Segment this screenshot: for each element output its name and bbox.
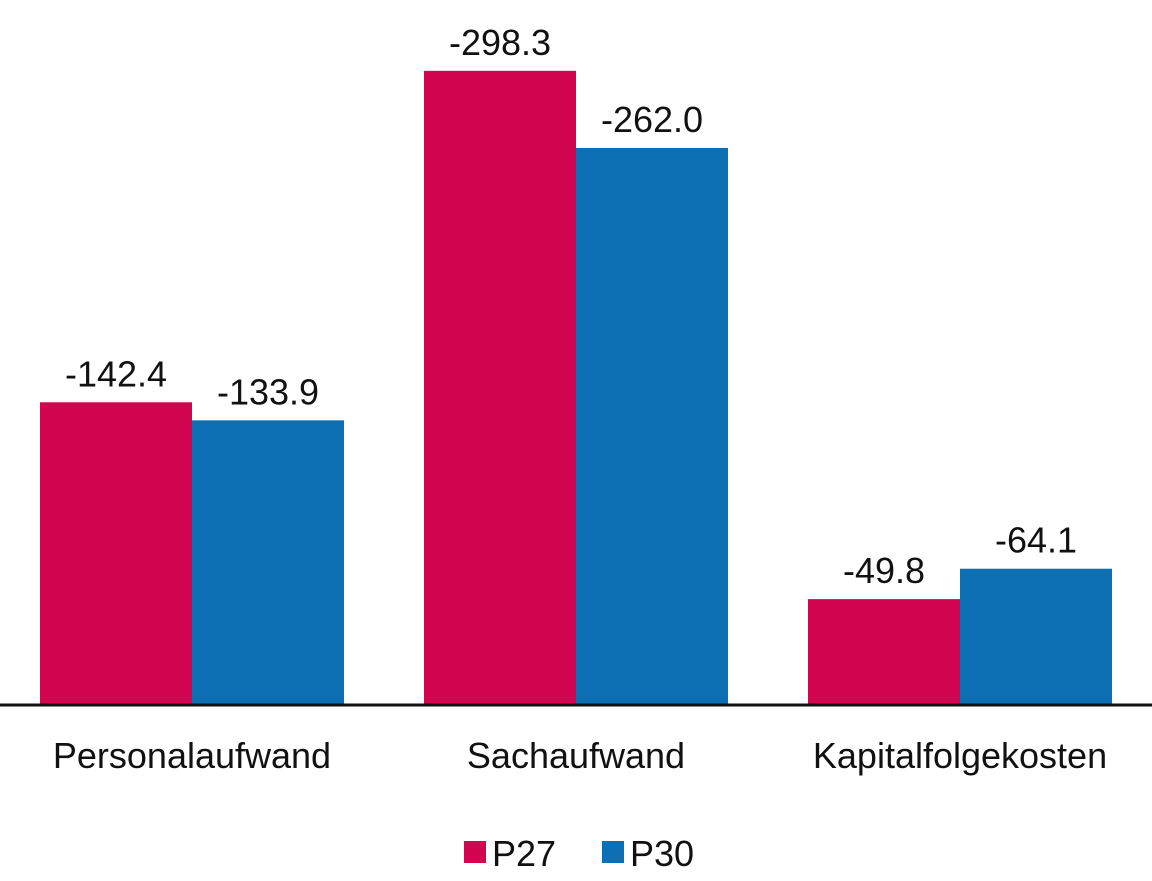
legend-label-p27: P27 xyxy=(492,833,556,874)
value-label-p30-personalaufwand: -133.9 xyxy=(217,371,319,412)
value-label-p30-sachaufwand: -262.0 xyxy=(601,99,703,140)
legend-label-p30: P30 xyxy=(630,833,694,874)
bar-p30-kapitalfolgekosten xyxy=(960,568,1112,705)
legend-swatch-p27 xyxy=(464,841,486,863)
bar-p27-sachaufwand xyxy=(424,70,576,705)
legend-swatch-p30 xyxy=(602,841,624,863)
value-label-p27-personalaufwand: -142.4 xyxy=(65,353,167,394)
bars-layer xyxy=(40,70,1112,705)
legend: P27 P30 xyxy=(464,833,694,874)
category-label-sachaufwand: Sachaufwand xyxy=(467,735,685,776)
bar-p30-sachaufwand xyxy=(576,147,728,705)
value-label-p30-kapitalfolgekosten: -64.1 xyxy=(995,520,1077,561)
bar-p30-personalaufwand xyxy=(192,420,344,705)
category-labels-layer: Personalaufwand Sachaufwand Kapitalfolgeko… xyxy=(53,735,1107,776)
value-label-p27-kapitalfolgekosten: -49.8 xyxy=(843,550,925,591)
category-label-kapitalfolgekosten: Kapitalfolgekosten xyxy=(813,735,1107,776)
bar-p27-kapitalfolgekosten xyxy=(808,599,960,705)
value-labels-layer: -142.4 -133.9 -298.3 -262.0 -49.8 -64.1 xyxy=(65,22,1077,591)
bar-p27-personalaufwand xyxy=(40,402,192,705)
category-label-personalaufwand: Personalaufwand xyxy=(53,735,331,776)
value-label-p27-sachaufwand: -298.3 xyxy=(449,22,551,63)
